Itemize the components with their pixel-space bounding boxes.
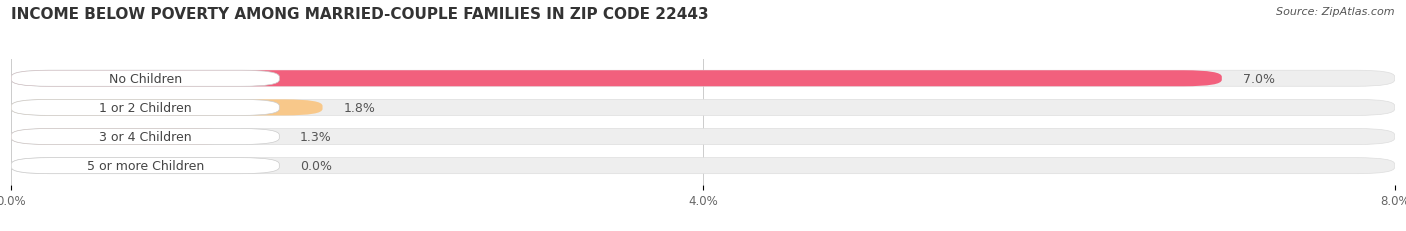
FancyBboxPatch shape [11,129,1395,145]
FancyBboxPatch shape [11,129,236,145]
FancyBboxPatch shape [11,158,1395,174]
FancyBboxPatch shape [11,71,280,87]
Text: 5 or more Children: 5 or more Children [87,159,204,172]
FancyBboxPatch shape [11,100,322,116]
Text: 1.8%: 1.8% [343,101,375,114]
Text: 7.0%: 7.0% [1243,73,1275,85]
FancyBboxPatch shape [11,71,1222,87]
FancyBboxPatch shape [11,100,1395,116]
Text: 1 or 2 Children: 1 or 2 Children [98,101,191,114]
FancyBboxPatch shape [11,129,280,145]
Text: Source: ZipAtlas.com: Source: ZipAtlas.com [1277,7,1395,17]
Text: No Children: No Children [108,73,181,85]
Text: 0.0%: 0.0% [299,159,332,172]
FancyBboxPatch shape [11,71,1395,87]
FancyBboxPatch shape [11,158,280,174]
Text: 3 or 4 Children: 3 or 4 Children [98,131,191,143]
FancyBboxPatch shape [11,100,280,116]
Text: INCOME BELOW POVERTY AMONG MARRIED-COUPLE FAMILIES IN ZIP CODE 22443: INCOME BELOW POVERTY AMONG MARRIED-COUPL… [11,7,709,22]
Text: 1.3%: 1.3% [299,131,332,143]
